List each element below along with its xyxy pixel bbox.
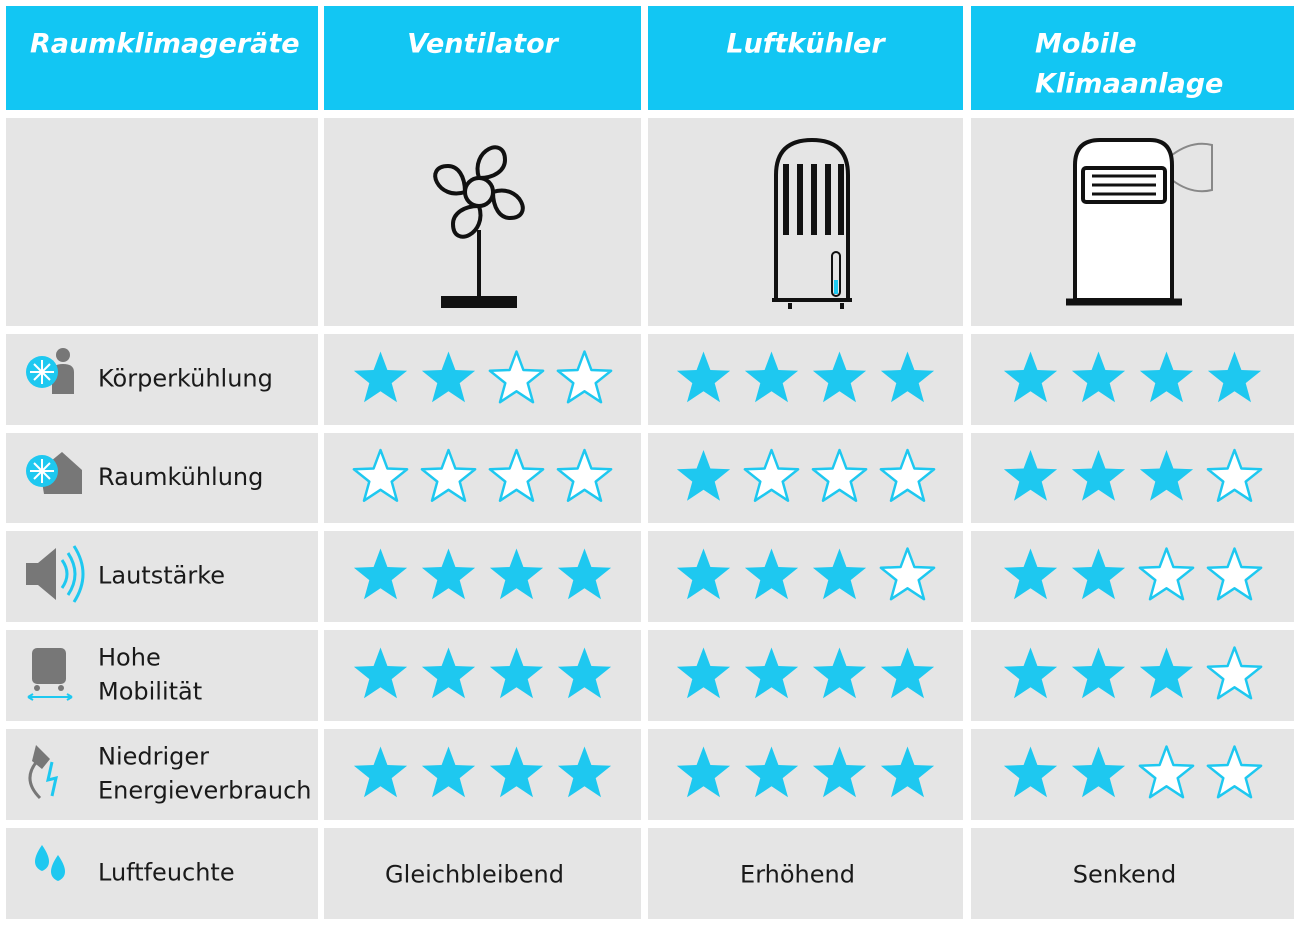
star — [421, 351, 476, 403]
star — [557, 548, 612, 600]
star — [880, 746, 935, 798]
star — [1206, 547, 1263, 601]
star — [812, 351, 867, 403]
value-text: Gleichbleibend — [385, 861, 564, 889]
row-label: Körperkühlung — [98, 365, 273, 393]
star — [1071, 548, 1126, 600]
star — [744, 351, 799, 403]
star — [556, 350, 613, 404]
star — [744, 548, 799, 600]
star — [676, 548, 731, 600]
star — [880, 647, 935, 699]
cooler-image — [772, 137, 852, 309]
star — [421, 647, 476, 699]
header-text: Raumklimageräte — [30, 29, 300, 60]
star — [1003, 351, 1058, 403]
row-cell — [648, 828, 963, 919]
star — [879, 448, 936, 502]
star — [352, 448, 409, 502]
header-cell — [648, 6, 963, 110]
star — [556, 448, 613, 502]
star — [488, 350, 545, 404]
star — [1003, 548, 1058, 600]
image-cell — [648, 118, 963, 326]
star — [1206, 646, 1263, 700]
star — [421, 548, 476, 600]
star — [1071, 647, 1126, 699]
row-label: Hohe — [98, 644, 161, 672]
star — [1138, 547, 1195, 601]
star — [744, 647, 799, 699]
star — [353, 351, 408, 403]
star — [744, 746, 799, 798]
ac-image — [1066, 138, 1213, 306]
star — [557, 647, 612, 699]
row-cell — [324, 828, 641, 919]
row-label: Raumkühlung — [98, 463, 263, 491]
value-text: Erhöhend — [740, 861, 855, 889]
star — [420, 448, 477, 502]
star — [743, 448, 800, 502]
star — [812, 746, 867, 798]
star — [488, 448, 545, 502]
value-text: Senkend — [1073, 861, 1176, 889]
row-cell — [6, 531, 318, 622]
star — [489, 746, 544, 798]
star — [421, 746, 476, 798]
star — [1206, 745, 1263, 799]
star — [880, 351, 935, 403]
star — [353, 746, 408, 798]
header-cell — [971, 6, 1294, 110]
star — [1139, 450, 1194, 501]
star — [557, 746, 612, 798]
star — [1003, 647, 1058, 699]
star — [1071, 746, 1126, 798]
star — [1003, 746, 1058, 798]
row-icons — [26, 348, 85, 881]
header-cell — [6, 6, 318, 110]
header-text: Ventilator — [407, 29, 560, 60]
header-cell — [324, 6, 641, 110]
fan-image — [433, 145, 525, 308]
row-cell — [971, 828, 1294, 919]
star — [1071, 450, 1126, 501]
star — [1138, 745, 1195, 799]
star — [489, 548, 544, 600]
star — [812, 647, 867, 699]
image-cell — [6, 118, 318, 326]
row-label: Energieverbrauch — [98, 777, 312, 805]
star — [812, 548, 867, 600]
header-text: Mobile — [1035, 29, 1137, 60]
star — [353, 548, 408, 600]
star — [676, 746, 731, 798]
row-label: Luftfeuchte — [98, 859, 235, 887]
row-cell — [6, 729, 318, 820]
star — [353, 647, 408, 699]
header-text: Klimaanlage — [1035, 69, 1223, 100]
star — [811, 448, 868, 502]
row-label: Mobilität — [98, 678, 202, 706]
star — [879, 547, 936, 601]
row-label: Niedriger — [98, 743, 209, 771]
star — [1139, 647, 1194, 699]
star — [676, 450, 731, 501]
star — [1139, 351, 1194, 403]
star — [676, 647, 731, 699]
star — [676, 351, 731, 403]
image-cell — [324, 118, 641, 326]
star — [1071, 351, 1126, 403]
star — [489, 647, 544, 699]
row-label: Lautstärke — [98, 562, 225, 590]
star — [1207, 351, 1262, 403]
star — [1003, 450, 1058, 501]
header-text: Luftkühler — [726, 29, 886, 60]
star — [1206, 448, 1263, 502]
